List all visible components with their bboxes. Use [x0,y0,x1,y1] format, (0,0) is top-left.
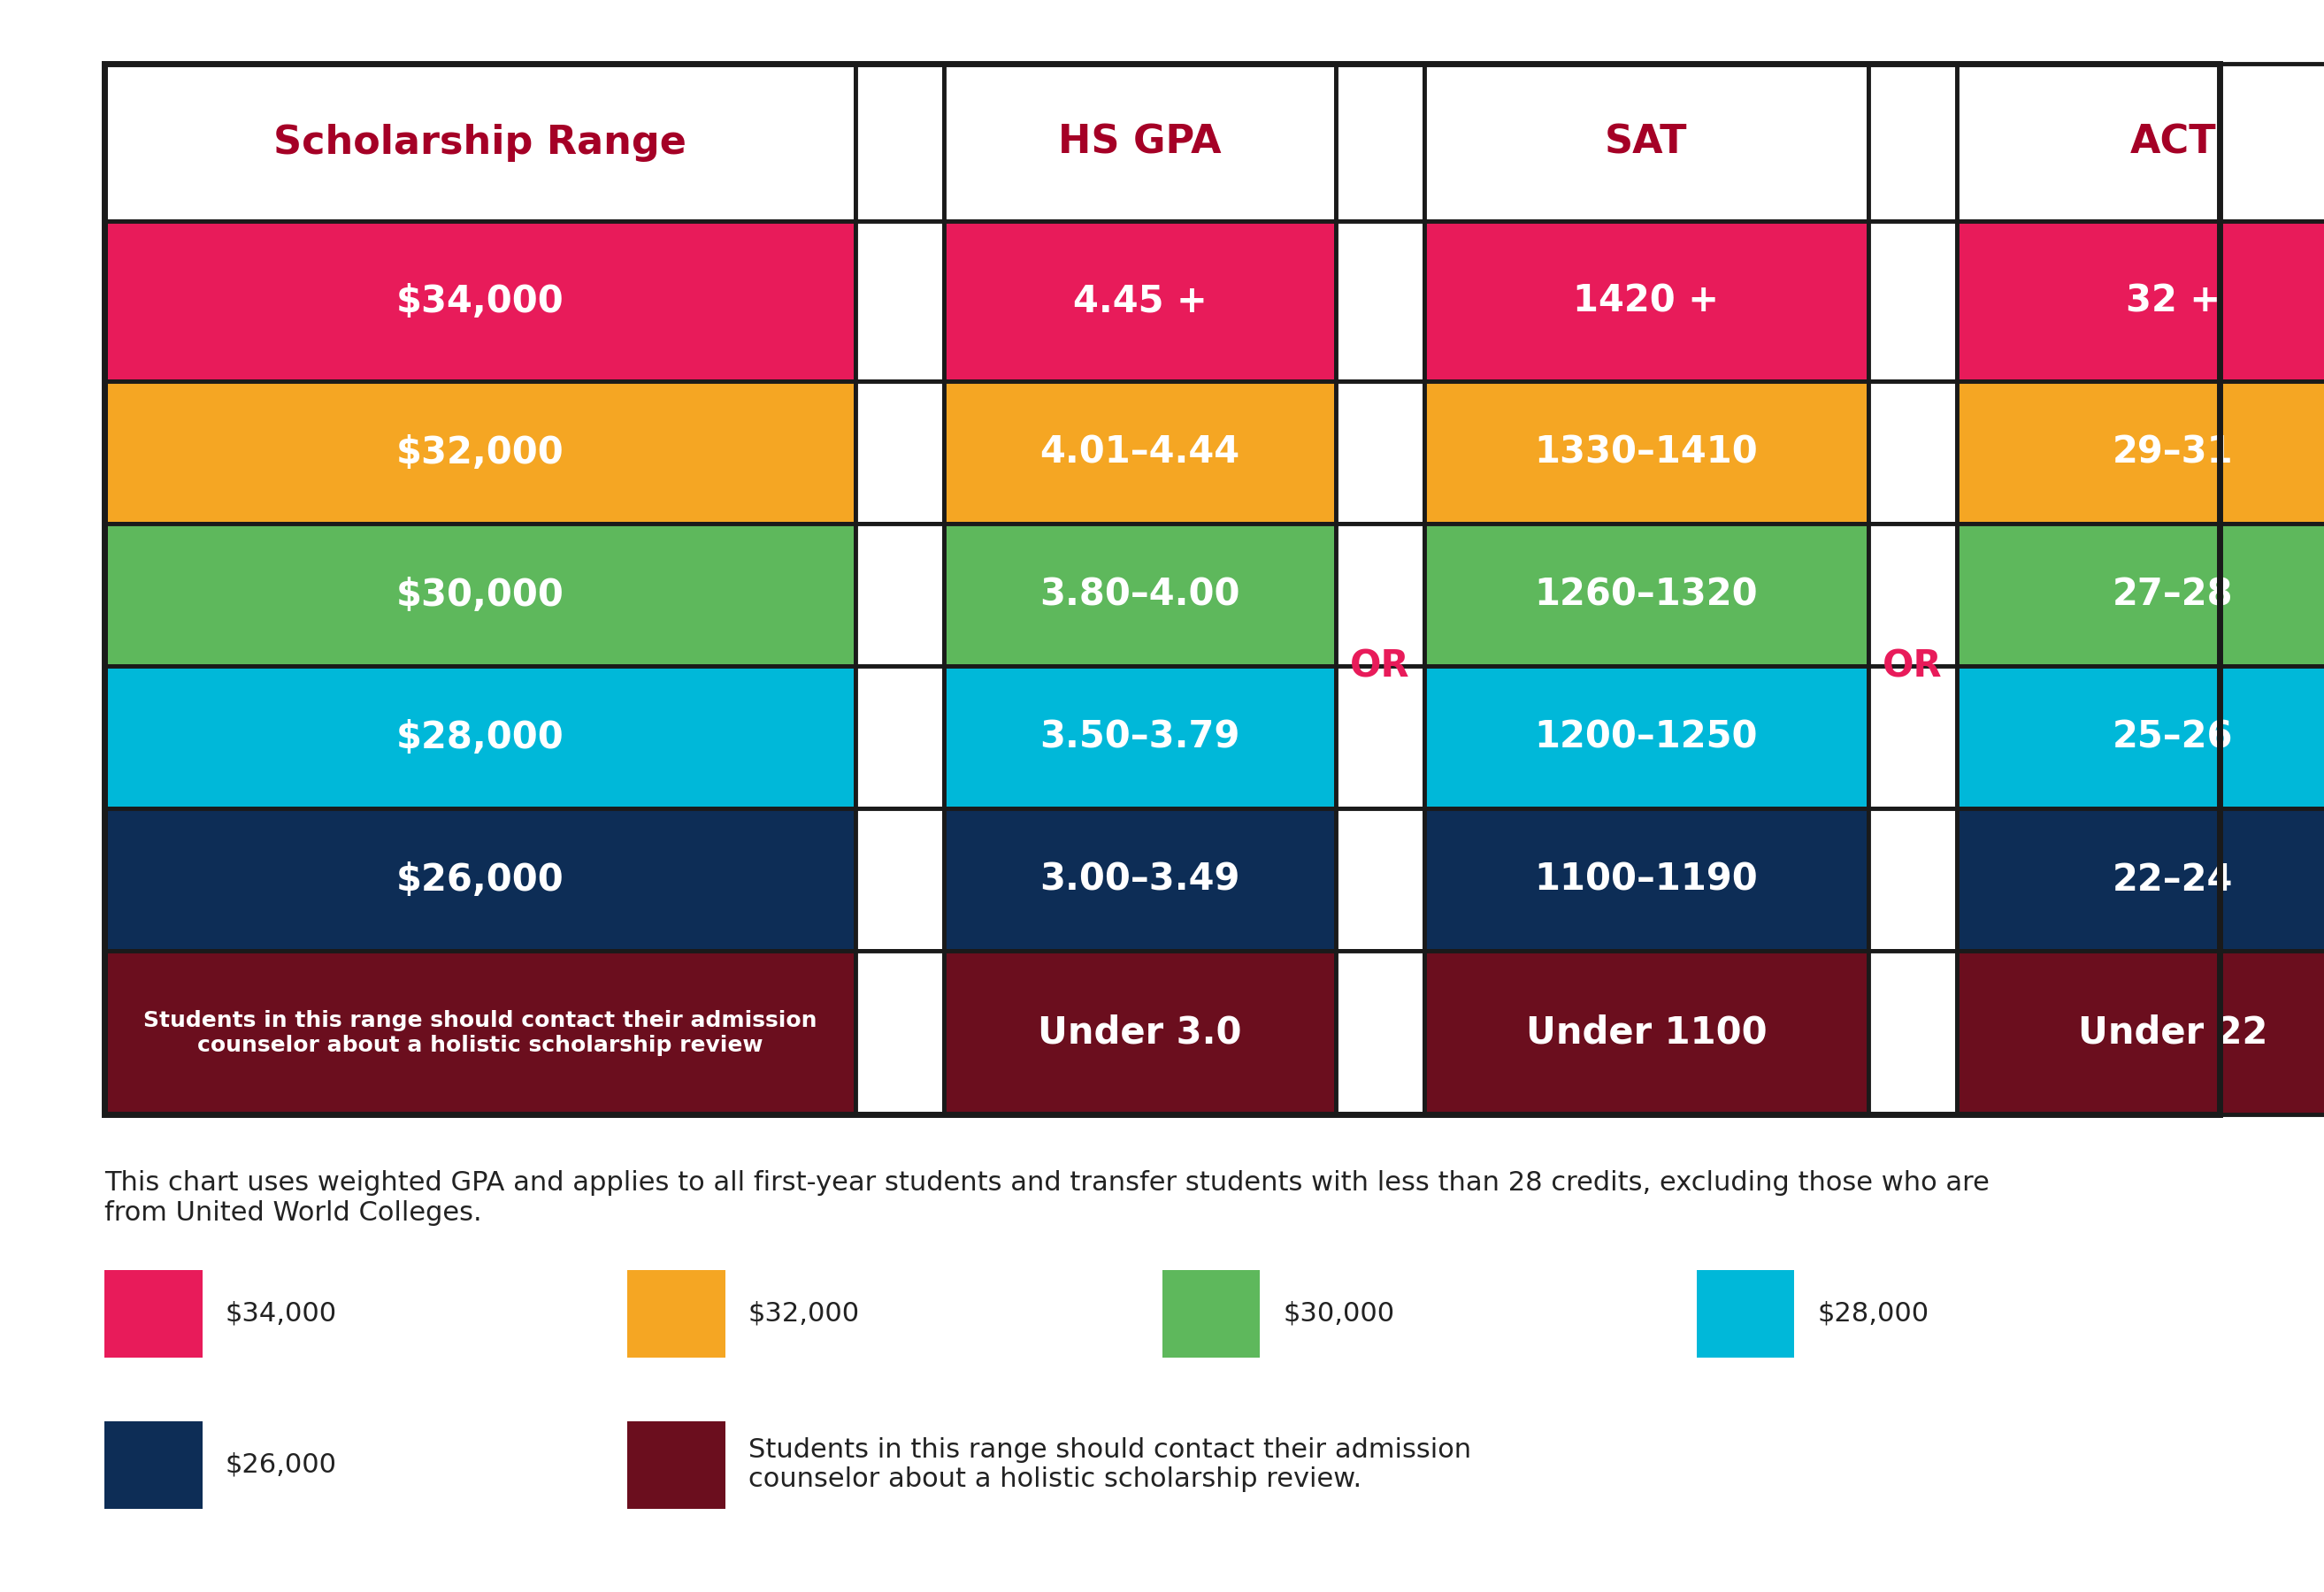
Text: ACT: ACT [2129,124,2217,161]
Bar [1425,665,1868,809]
Bar [1425,221,1868,380]
Bar [105,665,855,809]
Text: 27–28: 27–28 [2113,576,2233,613]
Bar [105,809,855,950]
Bar [1868,809,1957,950]
Text: $30,000: $30,000 [1283,1301,1394,1326]
Bar [1868,524,1957,665]
Text: $28,000: $28,000 [1817,1301,1929,1326]
Text: Under 3.0: Under 3.0 [1039,1014,1241,1051]
Bar [1425,809,1868,950]
Bar [1868,380,1957,524]
Text: $34,000: $34,000 [225,1301,337,1326]
Text: This chart uses weighted GPA and applies to all first-year students and transfer: This chart uses weighted GPA and applies… [105,1170,1989,1226]
Text: $32,000: $32,000 [748,1301,860,1326]
Text: 3.00–3.49: 3.00–3.49 [1039,861,1241,898]
Bar [1957,950,2324,1114]
Text: 29–31: 29–31 [2113,435,2233,471]
Bar [105,64,2219,1114]
Bar [627,1270,725,1356]
Bar [1425,380,1868,524]
Bar [1425,524,1868,665]
Bar [944,64,1336,221]
Bar [1697,1270,1794,1356]
Bar [105,950,855,1114]
Bar [1336,809,1425,950]
Bar [944,524,1336,665]
Text: $28,000: $28,000 [395,718,565,756]
Bar [855,64,944,221]
Bar [1957,221,2324,380]
Bar [1336,380,1425,524]
Bar [855,950,944,1114]
Text: $34,000: $34,000 [395,283,565,320]
Text: Under 22: Under 22 [2078,1014,2268,1051]
Text: 4.45 +: 4.45 + [1074,283,1206,320]
Text: OR: OR [1350,648,1411,685]
Bar [1868,221,1957,380]
Bar [1425,64,1868,221]
Bar [105,64,855,221]
Text: $26,000: $26,000 [395,861,565,898]
Bar [105,380,855,524]
Bar [105,1420,202,1509]
Text: 1100–1190: 1100–1190 [1534,861,1757,898]
Bar [855,665,944,809]
Bar [855,380,944,524]
Bar [105,524,855,665]
Text: 3.80–4.00: 3.80–4.00 [1039,576,1241,613]
Bar [1868,64,1957,221]
Bar [1336,665,1425,809]
Bar [1957,809,2324,950]
Text: 1260–1320: 1260–1320 [1534,576,1757,613]
Bar [1336,221,1425,380]
Text: Scholarship Range: Scholarship Range [274,124,686,161]
Bar [855,524,944,665]
Bar [1957,380,2324,524]
Text: 1200–1250: 1200–1250 [1534,718,1757,756]
Bar [1162,1270,1260,1356]
Bar [1868,950,1957,1114]
Text: 25–26: 25–26 [2113,718,2233,756]
Text: $32,000: $32,000 [395,435,565,471]
Bar [1957,665,2324,809]
Bar [855,809,944,950]
Text: 22–24: 22–24 [2113,861,2233,898]
Text: 1420 +: 1420 + [1573,283,1720,320]
Text: SAT: SAT [1606,124,1687,161]
Text: 32 +: 32 + [2126,283,2219,320]
Text: 4.01–4.44: 4.01–4.44 [1039,435,1239,471]
Bar [627,1420,725,1509]
Text: $26,000: $26,000 [225,1452,337,1477]
Bar [1425,950,1868,1114]
Bar [944,809,1336,950]
Bar [944,380,1336,524]
Text: $30,000: $30,000 [395,576,565,613]
Bar [855,221,944,380]
Text: Students in this range should contact their admission
counselor about a holistic: Students in this range should contact th… [144,1009,816,1055]
Bar [1957,64,2324,221]
Bar [944,665,1336,809]
Bar [1336,524,1425,665]
Bar [1957,524,2324,665]
Bar [105,221,855,380]
Text: Under 1100: Under 1100 [1527,1014,1766,1051]
Text: 3.50–3.79: 3.50–3.79 [1039,718,1241,756]
Bar [944,950,1336,1114]
Text: Students in this range should contact their admission
counselor about a holistic: Students in this range should contact th… [748,1438,1471,1492]
Bar [1336,64,1425,221]
Bar [1336,950,1425,1114]
Bar [1868,665,1957,809]
Bar [944,221,1336,380]
Text: HS GPA: HS GPA [1057,124,1222,161]
Text: OR: OR [1882,648,1943,685]
Text: 1330–1410: 1330–1410 [1534,435,1757,471]
Bar [105,1270,202,1356]
